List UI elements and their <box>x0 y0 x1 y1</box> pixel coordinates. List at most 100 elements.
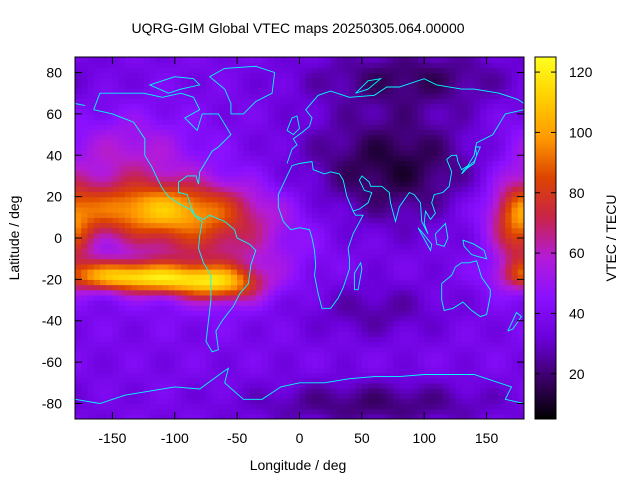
heatmap-cell <box>417 325 425 332</box>
heatmap-cell <box>162 150 170 156</box>
heatmap-cell <box>255 310 263 317</box>
heatmap-cell <box>87 196 95 203</box>
heatmap-cell <box>212 165 220 172</box>
heatmap-cell <box>118 398 126 405</box>
heatmap-cell <box>449 294 457 301</box>
heatmap-cell <box>156 201 163 208</box>
heatmap-cell <box>492 279 500 286</box>
heatmap-cell <box>411 150 419 156</box>
heatmap-cell <box>118 289 126 296</box>
heatmap-cell <box>199 336 207 343</box>
heatmap-cell <box>131 310 138 317</box>
heatmap-cell <box>149 305 157 311</box>
heatmap-cell <box>355 150 363 156</box>
heatmap-cell <box>424 129 432 136</box>
heatmap-cell <box>461 113 469 120</box>
heatmap-cell <box>162 201 170 208</box>
heatmap-cell <box>106 387 114 394</box>
heatmap-cell <box>399 341 407 348</box>
heatmap-cell <box>193 57 201 63</box>
heatmap-cell <box>124 108 132 115</box>
heatmap-cell <box>93 217 101 224</box>
heatmap-cell <box>486 372 494 379</box>
heatmap-cell <box>224 284 232 291</box>
heatmap-cell <box>492 62 500 68</box>
heatmap-cell <box>249 300 257 306</box>
heatmap-cell <box>449 191 457 198</box>
heatmap-cell <box>349 346 357 353</box>
heatmap-cell <box>399 62 407 68</box>
heatmap-cell <box>212 119 220 125</box>
heatmap-cell <box>112 253 120 260</box>
heatmap-cell <box>405 238 413 244</box>
heatmap-cell <box>274 134 282 141</box>
heatmap-cell <box>156 160 163 167</box>
heatmap-cell <box>299 325 307 332</box>
heatmap-cell <box>224 300 232 306</box>
heatmap-cell <box>380 382 388 389</box>
heatmap-cell <box>156 284 163 291</box>
heatmap-cell <box>461 77 469 84</box>
heatmap-cell <box>243 372 251 379</box>
heatmap-cell <box>81 253 89 260</box>
heatmap-cell <box>417 222 425 229</box>
heatmap-cell <box>174 248 182 255</box>
heatmap-cell <box>449 351 457 358</box>
heatmap-cell <box>118 181 126 187</box>
heatmap-cell <box>461 284 469 291</box>
heatmap-cell <box>349 413 357 419</box>
heatmap-cell <box>455 341 463 348</box>
heatmap-cell <box>212 88 220 94</box>
heatmap-cell <box>418 419 425 425</box>
heatmap-cell <box>436 336 444 343</box>
heatmap-cell <box>393 175 400 182</box>
heatmap-cell <box>205 300 213 306</box>
heatmap-cell <box>156 134 163 141</box>
heatmap-cell <box>87 134 95 141</box>
heatmap-cell <box>274 408 282 415</box>
heatmap-cell <box>75 382 82 389</box>
heatmap-cell <box>349 139 357 146</box>
heatmap-cell <box>324 341 332 348</box>
heatmap-cell <box>274 139 282 146</box>
heatmap-cell <box>93 315 101 322</box>
heatmap-cell <box>368 320 375 327</box>
heatmap-cell <box>467 222 475 229</box>
heatmap-cell <box>436 238 444 244</box>
heatmap-cell <box>336 320 344 327</box>
heatmap-cell <box>274 362 282 368</box>
heatmap-cell <box>137 134 145 141</box>
heatmap-cell <box>149 62 157 68</box>
heatmap-cell <box>262 238 269 244</box>
heatmap-cell <box>467 413 475 419</box>
heatmap-cell <box>187 393 195 399</box>
heatmap-cell <box>280 129 288 136</box>
heatmap-cell <box>374 269 382 275</box>
heatmap-cell <box>137 263 145 270</box>
heatmap-cell <box>193 232 201 239</box>
heatmap-cell <box>305 279 313 286</box>
heatmap-cell <box>474 284 481 291</box>
heatmap-cell <box>249 155 257 162</box>
heatmap-cell <box>474 310 481 317</box>
heatmap-cell <box>330 294 338 301</box>
heatmap-cell <box>224 144 232 151</box>
heatmap-cell <box>393 413 400 419</box>
heatmap-cell <box>118 336 126 343</box>
heatmap-cell <box>349 263 357 270</box>
heatmap-cell <box>492 387 500 394</box>
heatmap-cell <box>81 362 89 368</box>
heatmap-cell <box>93 310 101 317</box>
heatmap-cell <box>486 82 494 89</box>
heatmap-cell <box>199 279 207 286</box>
heatmap-cell <box>499 284 506 291</box>
heatmap-cell <box>193 336 201 343</box>
heatmap-cell <box>187 88 195 94</box>
heatmap-cell <box>205 170 213 177</box>
heatmap-cell <box>106 186 114 193</box>
heatmap-cell <box>81 150 89 156</box>
heatmap-cell <box>75 206 82 213</box>
heatmap-cell <box>336 243 344 249</box>
heatmap-cell <box>486 331 494 337</box>
heatmap-cell <box>417 134 425 141</box>
